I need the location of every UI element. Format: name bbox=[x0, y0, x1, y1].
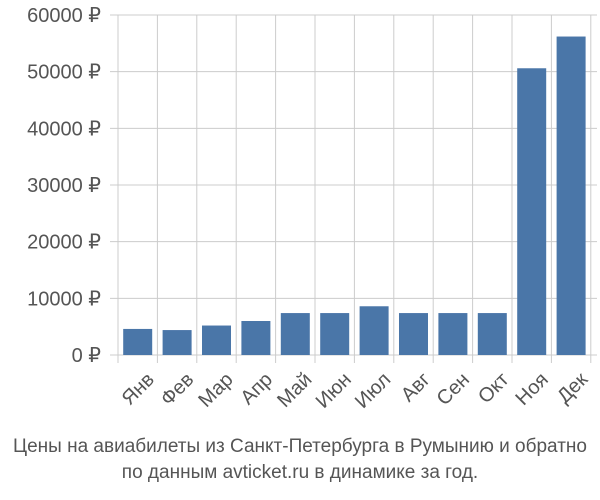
x-tick-label: Авг bbox=[397, 369, 435, 407]
x-tick-label: Окт bbox=[474, 369, 513, 408]
x-tick-label: Май bbox=[273, 369, 316, 412]
bar-11 bbox=[517, 68, 547, 356]
bar-8 bbox=[399, 313, 428, 355]
chart-caption-line-1: Цены на авиабилеты из Санкт-Петербурга в… bbox=[13, 436, 587, 457]
y-tick-label: 30000 ₽ bbox=[27, 175, 101, 197]
y-tick-label: 50000 ₽ bbox=[27, 62, 101, 84]
x-tick-label: Фев bbox=[157, 369, 199, 411]
x-tick-label: Июл bbox=[351, 369, 395, 413]
grid-lines bbox=[110, 14, 597, 363]
bars bbox=[123, 36, 586, 356]
bar-9 bbox=[438, 313, 468, 355]
bar-6 bbox=[320, 313, 350, 355]
bar-5 bbox=[280, 313, 310, 355]
y-tick-label: 60000 ₽ bbox=[27, 5, 101, 27]
bar-3 bbox=[202, 325, 231, 355]
bar-10 bbox=[477, 313, 507, 355]
x-tick-label: Июн bbox=[312, 369, 356, 413]
chart-caption-line-2: по данным avticket.ru в динамике за год. bbox=[121, 462, 479, 483]
y-tick-label: 0 ₽ bbox=[72, 345, 102, 367]
x-tick-label: Мар bbox=[194, 369, 237, 412]
x-tick-label: Янв bbox=[118, 369, 159, 410]
y-tick-label: 10000 ₽ bbox=[27, 288, 101, 310]
y-axis-tick-labels: 0 ₽ 10000 ₽ 20000 ₽ 30000 ₽ 40000 ₽ 50000 ₽ 60… bbox=[27, 5, 101, 367]
x-tick-label: Ноя bbox=[512, 369, 553, 410]
bar-4 bbox=[241, 321, 271, 355]
bar-1 bbox=[123, 328, 153, 355]
bar-7 bbox=[359, 306, 389, 355]
y-tick-label: 20000 ₽ bbox=[27, 232, 101, 254]
x-tick-label: Дек bbox=[553, 368, 592, 407]
y-tick-label: 40000 ₽ bbox=[27, 118, 101, 140]
x-tick-label: Апр bbox=[237, 369, 278, 410]
x-tick-label: Сен bbox=[433, 369, 474, 410]
bar-12 bbox=[556, 36, 586, 356]
bar-2 bbox=[162, 330, 192, 355]
